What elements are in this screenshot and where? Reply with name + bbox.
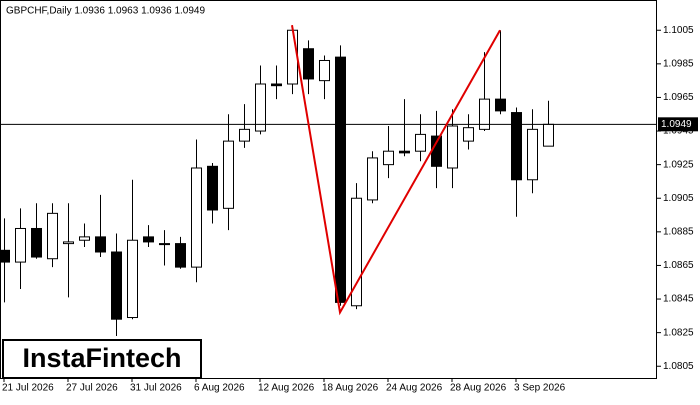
candle-body bbox=[15, 227, 26, 263]
candle-body bbox=[47, 212, 58, 260]
current-price-box bbox=[658, 117, 698, 132]
x-tick-label: 21 Jul 2026 bbox=[2, 383, 54, 394]
candle-body bbox=[415, 133, 426, 152]
y-tick-label: 1.0805 bbox=[663, 361, 694, 372]
candle-body bbox=[527, 128, 538, 181]
candle-body bbox=[287, 29, 298, 85]
candle-body bbox=[367, 157, 378, 201]
y-tick-label: 1.0965 bbox=[663, 92, 694, 103]
candle-body bbox=[255, 83, 266, 132]
candle-body bbox=[511, 112, 522, 181]
candle-body bbox=[319, 59, 330, 82]
candle-body bbox=[351, 197, 362, 307]
x-tick-label: 3 Sep 2026 bbox=[514, 383, 566, 394]
candle-body bbox=[79, 236, 90, 241]
x-tick-label: 12 Aug 2026 bbox=[258, 383, 315, 394]
candle-body bbox=[447, 125, 458, 169]
pattern-line bbox=[291, 25, 501, 316]
candle-body bbox=[111, 251, 122, 320]
y-tick-label: 1.0845 bbox=[663, 294, 694, 305]
candle-body bbox=[335, 56, 346, 303]
x-tick-label: 24 Aug 2026 bbox=[386, 383, 443, 394]
x-tick-label: 31 Jul 2026 bbox=[130, 383, 182, 394]
candle-body bbox=[175, 243, 186, 268]
plot-frame bbox=[0, 0, 657, 379]
logo: InstaFintech bbox=[22, 343, 181, 373]
candle-body bbox=[223, 140, 234, 209]
candle-body bbox=[399, 150, 410, 154]
y-tick-label: 1.1005 bbox=[663, 25, 694, 36]
candle-body bbox=[271, 83, 282, 87]
y-tick-label: 1.0865 bbox=[663, 260, 694, 271]
candle-body bbox=[95, 236, 106, 253]
y-tick-label: 1.0905 bbox=[663, 193, 694, 204]
candle-body bbox=[207, 165, 218, 211]
current-price-label: 1.0949 bbox=[661, 119, 692, 130]
candle-body bbox=[383, 150, 394, 166]
candle-body bbox=[63, 241, 74, 245]
y-tick-label: 1.0985 bbox=[663, 58, 694, 69]
y-tick-label: 1.0885 bbox=[663, 226, 694, 237]
chart-title: GBPCHF,Daily 1.0936 1.0963 1.0936 1.0949 bbox=[6, 6, 205, 17]
candle-body bbox=[239, 128, 250, 142]
y-tick-label: 1.0925 bbox=[663, 159, 694, 170]
candle-body bbox=[143, 236, 154, 243]
x-tick-label: 27 Jul 2026 bbox=[66, 383, 118, 394]
x-tick-label: 28 Aug 2026 bbox=[450, 383, 507, 394]
candle-body bbox=[127, 239, 138, 319]
candle-body bbox=[479, 98, 490, 130]
candle-body bbox=[303, 48, 314, 80]
candle-body bbox=[0, 249, 10, 263]
y-tick-label: 1.0825 bbox=[663, 327, 694, 338]
candle-body bbox=[495, 98, 506, 112]
candle-body bbox=[159, 243, 170, 246]
candle-body bbox=[463, 127, 474, 142]
x-tick-label: 6 Aug 2026 bbox=[194, 383, 245, 394]
candle-body bbox=[543, 123, 554, 147]
plot: 1.10051.09851.09651.09451.09251.09051.08… bbox=[0, 25, 698, 394]
x-tick-label: 18 Aug 2026 bbox=[322, 383, 379, 394]
logo-box bbox=[2, 339, 202, 379]
candle-body bbox=[191, 167, 202, 268]
candle-body bbox=[31, 227, 42, 258]
